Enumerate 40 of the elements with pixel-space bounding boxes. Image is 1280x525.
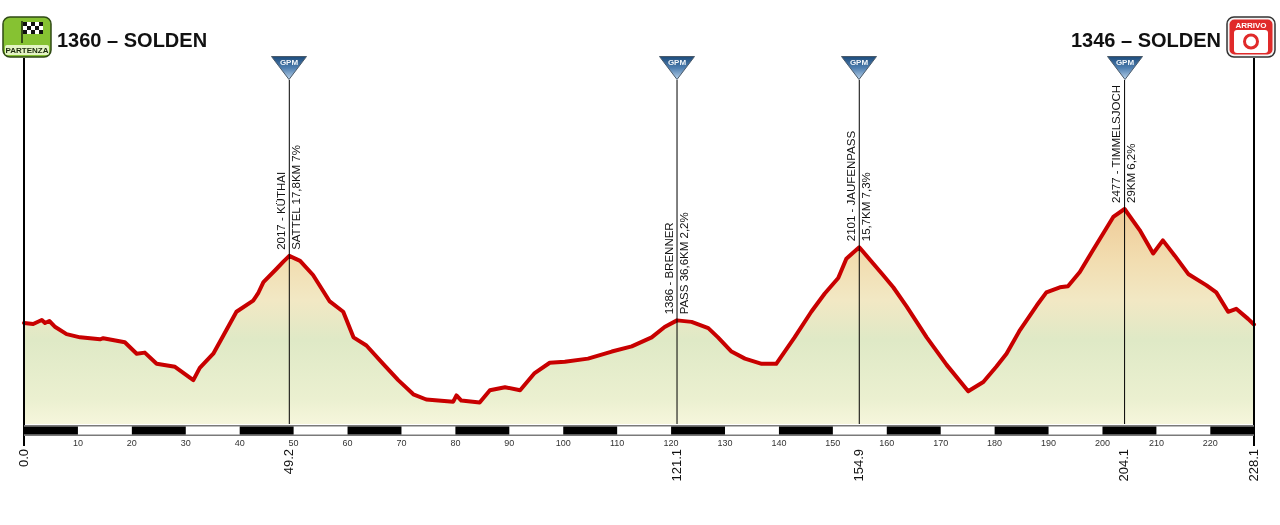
x-tick-label: 130 [717, 437, 733, 448]
ref-line-label: 228.1 [1245, 449, 1261, 482]
x-tick-label: 50 [288, 437, 299, 448]
ring-icon: ARRIVO [1226, 16, 1276, 58]
x-tick-label: 100 [555, 437, 571, 448]
x-tick-label: 70 [396, 437, 407, 448]
annotation: 2101 - JAUFENPASS 15,7KM 7,3% [844, 130, 872, 242]
x-tick-label: 180 [987, 437, 1003, 448]
triangle-icon: GPM [841, 56, 878, 80]
x-tick-label: 80 [450, 437, 461, 448]
x-tick-label: 210 [1148, 437, 1164, 448]
ref-line-label: 121.1 [668, 449, 684, 482]
x-tick-label: 220 [1202, 437, 1218, 448]
ref-line-label: 0.0 [15, 449, 31, 468]
ref-line-label: 49.2 [280, 449, 296, 475]
flag-icon: PARTENZA [2, 16, 52, 58]
chart-title: 1360 – SOLDEN [57, 28, 208, 51]
x-tick-label: 60 [342, 437, 353, 448]
ref-line-label: 204.1 [1116, 449, 1132, 482]
x-tick-label: 90 [504, 437, 515, 448]
x-tick-label: 110 [609, 437, 625, 448]
x-tick-label: 20 [126, 437, 137, 448]
annotation: 1386 - BRENNER PASS 36,6KM 2,2% [662, 212, 690, 315]
triangle-icon: GPM [271, 56, 308, 80]
x-tick-label: 150 [825, 437, 841, 448]
annotation: 2477 - TIMMELSJOCH 29KM 6,2% [1110, 84, 1138, 203]
annotation: 2017 - KÜTHAI SATTEL 17,8KM 7% [274, 145, 302, 250]
triangle-icon: GPM [659, 56, 695, 80]
x-tick-label: 190 [1041, 437, 1057, 448]
x-tick-label: 40 [234, 437, 245, 448]
chart-subtitle: 1346 – SOLDEN [1070, 28, 1221, 51]
x-tick-label: 170 [933, 437, 949, 448]
x-tick-label: 30 [180, 437, 191, 448]
ref-line-label: 154.9 [850, 449, 866, 482]
x-tick-label: 140 [771, 437, 787, 448]
triangle-icon: GPM [1106, 56, 1143, 80]
x-tick-label: 120 [663, 437, 679, 448]
x-tick-label: 10 [72, 437, 83, 448]
x-tick-label: 160 [879, 437, 895, 448]
x-tick-label: 200 [1094, 437, 1110, 448]
